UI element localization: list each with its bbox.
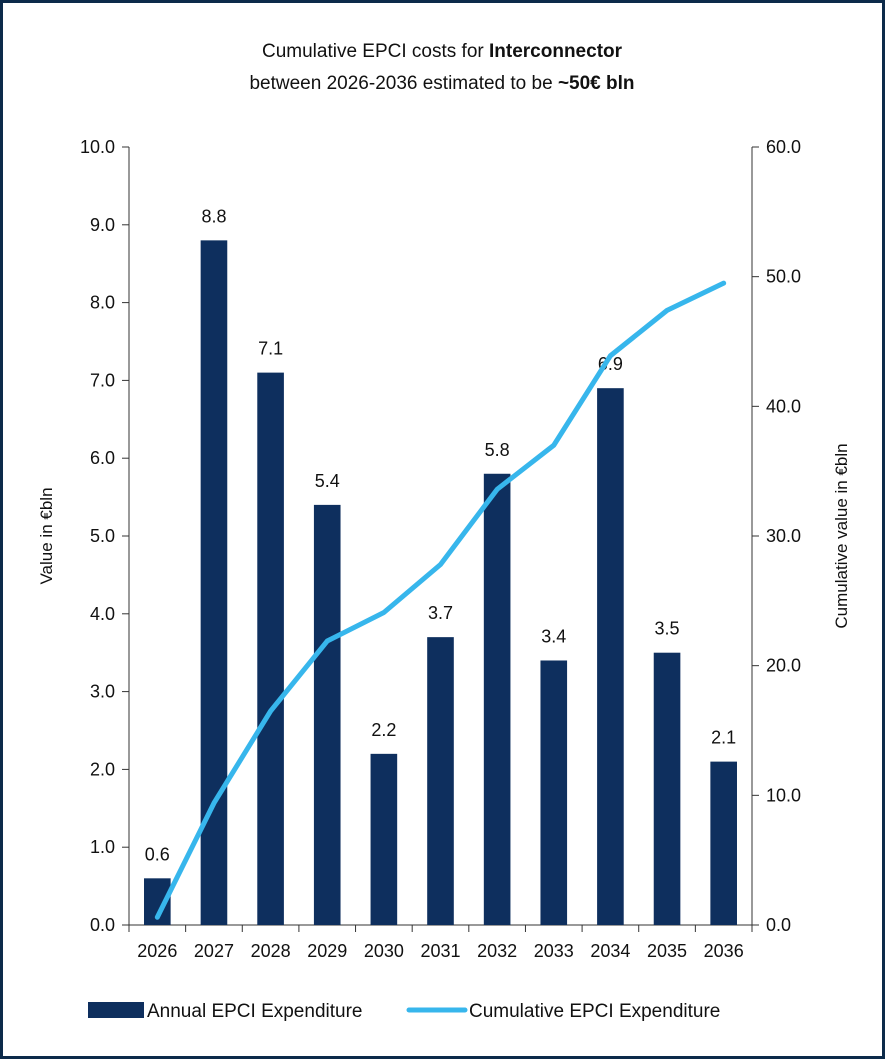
right-tick-label: 40.0: [766, 396, 801, 416]
right-tick-label: 10.0: [766, 785, 801, 805]
bar-label-2030: 2.2: [371, 720, 396, 740]
x-tick-label: 2027: [194, 941, 234, 961]
bar-2036: [710, 761, 737, 925]
y-axis-title: Value in €bln: [37, 487, 56, 584]
x-tick-label: 2035: [647, 941, 687, 961]
line-series-cumulative: [154, 280, 727, 920]
right-tick-label: 20.0: [766, 656, 801, 676]
left-tick-label: 9.0: [90, 215, 115, 235]
bar-2033: [540, 660, 568, 925]
x-tick-label: 2026: [137, 941, 177, 961]
x-axis-ticks: 2026 2027 2028 2029 2030 2031 2032 2033 2034 2035…: [128, 925, 753, 961]
bar-2029: [313, 504, 341, 925]
left-tick-label: 3.0: [90, 682, 115, 702]
legend: Annual EPCI Expenditure Cumulative EPCI …: [88, 1001, 720, 1022]
bar-label-2029: 5.4: [315, 471, 340, 491]
x-tick-label: 2032: [477, 941, 517, 961]
bar-label-2035: 3.5: [655, 619, 680, 639]
bar-2031: [427, 637, 454, 925]
y2-axis-title: Cumulative value in €bln: [832, 443, 851, 628]
left-tick-label: 6.0: [90, 448, 115, 468]
chart-title: Cumulative EPCI costs for Interconnector: [262, 41, 623, 62]
bar-label-2027: 8.8: [201, 206, 226, 226]
left-tick-label: 1.0: [90, 837, 115, 857]
left-tick-label: 10.0: [80, 137, 115, 157]
x-tick-label: 2028: [251, 941, 291, 961]
x-tick-label: 2030: [364, 941, 404, 961]
x-tick-label: 2033: [534, 941, 574, 961]
x-tick-label: 2031: [420, 941, 460, 961]
left-tick-label: 8.0: [90, 293, 115, 313]
left-tick-label: 0.0: [90, 915, 115, 935]
bar-label-2028: 7.1: [258, 339, 283, 359]
left-tick-label: 2.0: [90, 759, 115, 779]
bar-label-2026: 0.6: [145, 844, 170, 864]
bar-label-2032: 5.8: [485, 440, 510, 460]
bar-2028: [257, 372, 284, 925]
left-tick-label: 7.0: [90, 370, 115, 390]
bar-label-2033: 3.4: [541, 626, 566, 646]
bar-2034: [597, 388, 624, 925]
bar-2030: [370, 753, 398, 925]
legend-label-cumulative: Cumulative EPCI Expenditure: [469, 1001, 720, 1022]
chart-subtitle: between 2026-2036 estimated to be ~50€ b…: [249, 73, 634, 94]
x-tick-label: 2036: [704, 941, 744, 961]
right-tick-label: 50.0: [766, 267, 801, 287]
bar-2027: [200, 240, 228, 926]
cumulative-line: [154, 280, 727, 920]
legend-swatch-annual: [88, 1002, 144, 1018]
right-tick-label: 30.0: [766, 526, 801, 546]
right-tick-label: 60.0: [766, 137, 801, 157]
bar-label-2036: 2.1: [711, 728, 736, 748]
x-tick-label: 2034: [590, 941, 630, 961]
left-axis-ticks: 0.0 1.0 2.0 3.0 4.0 5.0 6.0 7.0 8.0 9.0 10.0: [80, 137, 129, 935]
right-axis-ticks: 0.0 10.0 20.0 30.0 40.0 50.0 60.0: [752, 137, 801, 935]
bar-value-labels: 0.68.87.15.42.23.75.83.46.93.52.1: [145, 206, 736, 864]
bar-label-2031: 3.7: [428, 603, 453, 623]
right-tick-label: 0.0: [766, 915, 791, 935]
left-tick-label: 4.0: [90, 604, 115, 624]
x-tick-label: 2029: [307, 941, 347, 961]
legend-label-annual: Annual EPCI Expenditure: [147, 1001, 362, 1022]
bar-2032: [483, 473, 511, 925]
left-tick-label: 5.0: [90, 526, 115, 546]
bar-2035: [653, 652, 681, 925]
bar-series-annual: [144, 240, 737, 926]
